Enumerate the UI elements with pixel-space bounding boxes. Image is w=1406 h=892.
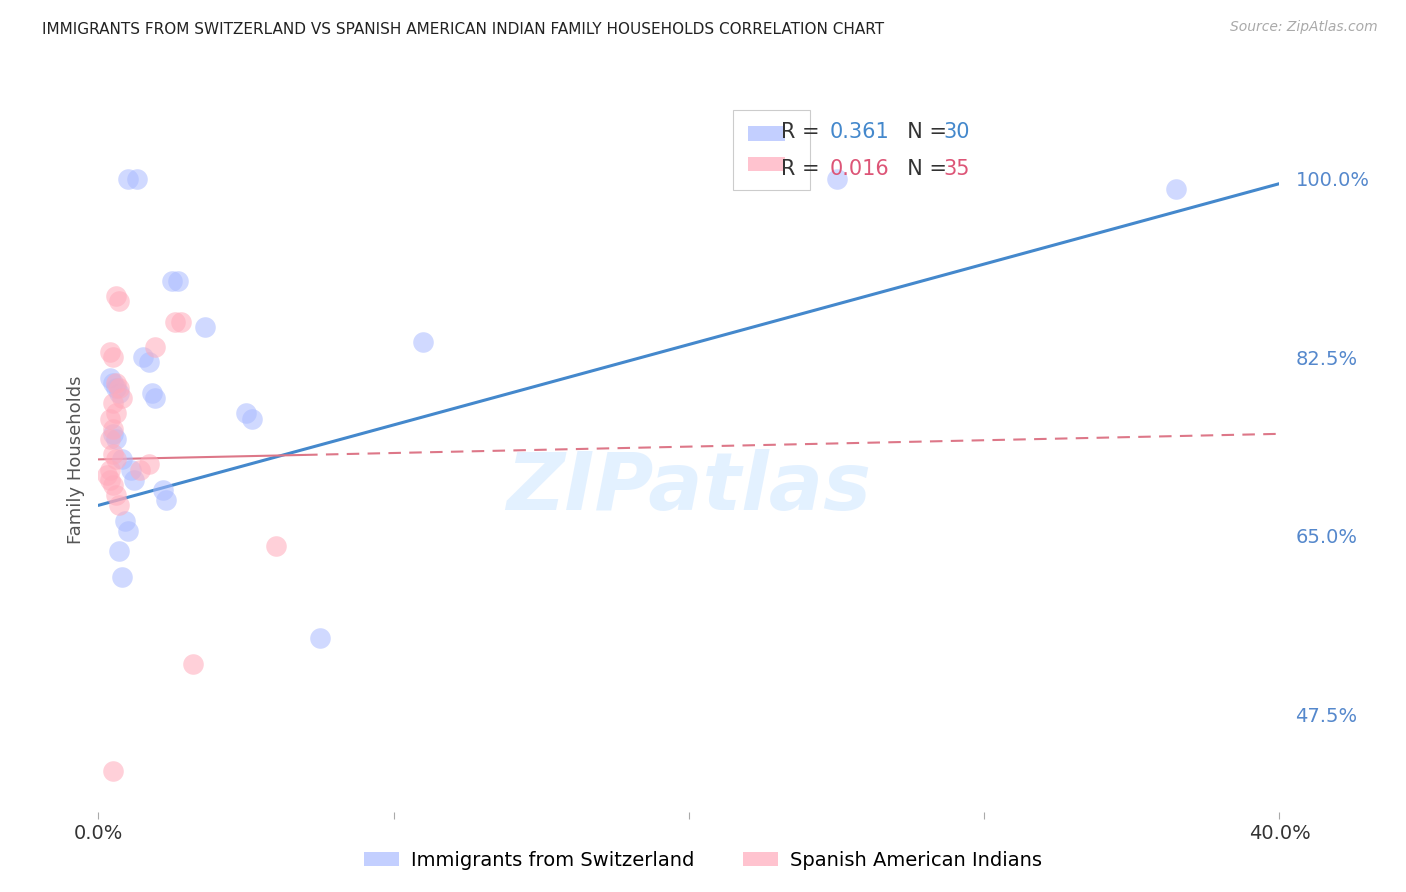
Point bbox=[412, 334, 434, 349]
Point bbox=[108, 544, 131, 558]
Point bbox=[194, 319, 217, 334]
Point bbox=[143, 340, 166, 354]
Point bbox=[96, 467, 118, 482]
Point bbox=[98, 411, 121, 425]
Point bbox=[167, 274, 190, 288]
Point bbox=[240, 411, 263, 425]
Point bbox=[105, 488, 128, 502]
Text: R =: R = bbox=[782, 121, 827, 142]
Point bbox=[103, 396, 125, 410]
Text: N =: N = bbox=[894, 159, 953, 179]
Point bbox=[122, 473, 145, 487]
Text: IMMIGRANTS FROM SWITZERLAND VS SPANISH AMERICAN INDIAN FAMILY HOUSEHOLDS CORRELA: IMMIGRANTS FROM SWITZERLAND VS SPANISH A… bbox=[42, 22, 884, 37]
Point bbox=[1166, 182, 1188, 196]
Point bbox=[108, 386, 131, 401]
Text: R =: R = bbox=[782, 159, 827, 179]
Text: 35: 35 bbox=[943, 159, 970, 179]
Text: N =: N = bbox=[894, 121, 953, 142]
Point bbox=[98, 345, 121, 359]
Text: Source: ZipAtlas.com: Source: ZipAtlas.com bbox=[1230, 20, 1378, 34]
Point bbox=[105, 452, 128, 467]
Point bbox=[103, 351, 125, 365]
Legend: Immigrants from Switzerland, Spanish American Indians: Immigrants from Switzerland, Spanish Ame… bbox=[357, 843, 1049, 878]
Point bbox=[143, 391, 166, 405]
Point bbox=[98, 473, 121, 487]
Text: 0.361: 0.361 bbox=[830, 121, 889, 142]
Point bbox=[108, 499, 131, 513]
Point bbox=[105, 381, 128, 395]
Point bbox=[138, 355, 160, 369]
Y-axis label: Family Households: Family Households bbox=[66, 376, 84, 543]
Point bbox=[105, 406, 128, 420]
Point bbox=[117, 171, 139, 186]
Text: 30: 30 bbox=[943, 121, 970, 142]
Point bbox=[111, 570, 134, 584]
Point bbox=[181, 657, 204, 671]
Point bbox=[98, 462, 121, 476]
Point bbox=[141, 386, 163, 401]
Point bbox=[111, 452, 134, 467]
Point bbox=[264, 539, 287, 553]
Point bbox=[105, 289, 128, 303]
Point bbox=[103, 422, 125, 436]
Point bbox=[103, 376, 125, 390]
Point bbox=[108, 294, 131, 309]
Point bbox=[103, 764, 125, 778]
Point bbox=[98, 432, 121, 446]
Text: 0.016: 0.016 bbox=[830, 159, 889, 179]
Point bbox=[152, 483, 174, 497]
Point bbox=[114, 514, 136, 528]
Point bbox=[120, 462, 142, 476]
Point bbox=[132, 351, 155, 365]
Point bbox=[103, 478, 125, 492]
Point bbox=[105, 432, 128, 446]
Point bbox=[170, 314, 193, 328]
Text: ZIPatlas: ZIPatlas bbox=[506, 449, 872, 526]
Point bbox=[825, 171, 848, 186]
Point bbox=[128, 462, 150, 476]
Point bbox=[138, 458, 160, 472]
Legend: , : , bbox=[733, 111, 810, 190]
Point bbox=[235, 406, 257, 420]
Point bbox=[105, 376, 128, 390]
Point bbox=[125, 171, 148, 186]
Point bbox=[162, 274, 183, 288]
Point bbox=[111, 391, 134, 405]
Point bbox=[108, 381, 131, 395]
Point bbox=[117, 524, 139, 538]
Point bbox=[98, 370, 121, 384]
Point bbox=[309, 631, 332, 645]
Point bbox=[103, 426, 125, 441]
Point bbox=[165, 314, 187, 328]
Point bbox=[103, 447, 125, 461]
Point bbox=[155, 493, 177, 508]
